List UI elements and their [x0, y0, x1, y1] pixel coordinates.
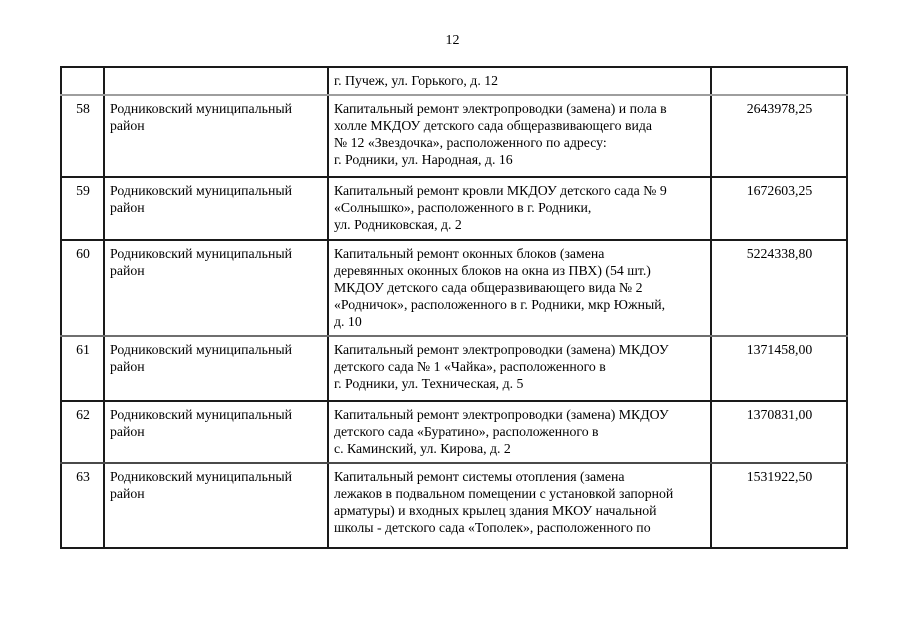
table-row-continuation: г. Пучеж, ул. Горького, д. 12	[60, 66, 848, 96]
subsidy-table: г. Пучеж, ул. Горького, д. 12 58 Роднико…	[60, 66, 848, 549]
row-number-cell: 60	[60, 239, 105, 337]
district-cell: Родниковский муниципальный район	[103, 239, 329, 337]
amount-cell: 1371458,00	[710, 335, 848, 402]
page-number: 12	[445, 33, 460, 48]
description-cell: Капитальный ремонт кровли МКДОУ детского…	[327, 176, 712, 241]
amount-cell: 1531922,50	[710, 462, 848, 549]
row-number-cell	[60, 66, 105, 96]
district-cell	[103, 66, 329, 96]
description-cell: Капитальный ремонт оконных блоков (замен…	[327, 239, 712, 337]
description-cell: Капитальный ремонт электропроводки (заме…	[327, 335, 712, 402]
row-number-cell: 58	[60, 94, 105, 178]
table-row: 59 Родниковский муниципальный район Капи…	[60, 176, 848, 241]
district-cell: Родниковский муниципальный район	[103, 335, 329, 402]
table-row: 60 Родниковский муниципальный район Капи…	[60, 239, 848, 337]
table-row: 61 Родниковский муниципальный район Капи…	[60, 335, 848, 402]
amount-cell: 1672603,25	[710, 176, 848, 241]
amount-cell: 5224338,80	[710, 239, 848, 337]
row-number-cell: 59	[60, 176, 105, 241]
amount-cell	[710, 66, 848, 96]
description-cell: Капитальный ремонт электропроводки (заме…	[327, 400, 712, 464]
amount-cell: 2643978,25	[710, 94, 848, 178]
table-row: 62 Родниковский муниципальный район Капи…	[60, 400, 848, 464]
row-number-cell: 63	[60, 462, 105, 549]
row-number-cell: 61	[60, 335, 105, 402]
row-number-cell: 62	[60, 400, 105, 464]
table-row: 58 Родниковский муниципальный район Капи…	[60, 94, 848, 178]
description-cell: Капитальный ремонт системы отопления (за…	[327, 462, 712, 549]
amount-cell: 1370831,00	[710, 400, 848, 464]
description-cell: Капитальный ремонт электропроводки (заме…	[327, 94, 712, 178]
district-cell: Родниковский муниципальный район	[103, 94, 329, 178]
district-cell: Родниковский муниципальный район	[103, 176, 329, 241]
district-cell: Родниковский муниципальный район	[103, 462, 329, 549]
district-cell: Родниковский муниципальный район	[103, 400, 329, 464]
description-cell: г. Пучеж, ул. Горького, д. 12	[327, 66, 712, 96]
table-row: 63 Родниковский муниципальный район Капи…	[60, 462, 848, 549]
